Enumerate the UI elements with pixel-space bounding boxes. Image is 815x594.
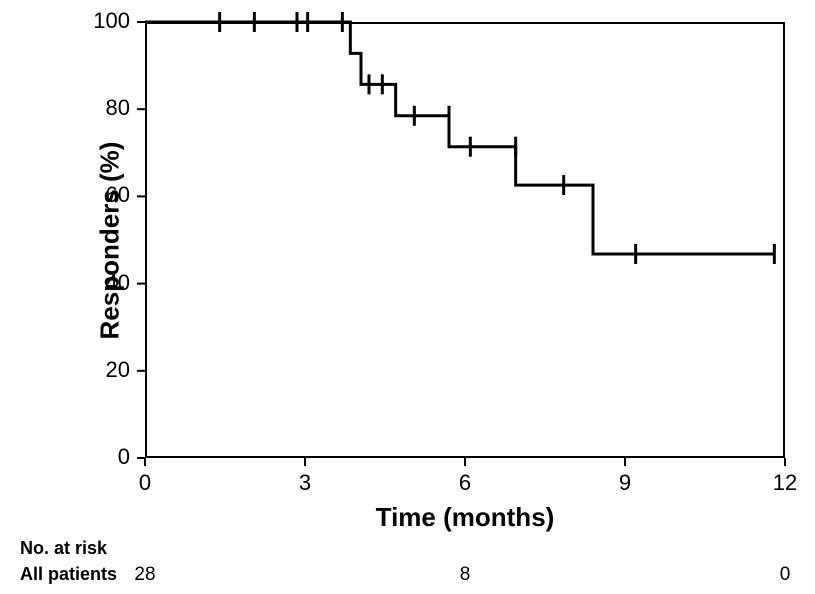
x-axis-label: Time (months) [365,502,565,533]
x-tick-label: 3 [285,470,325,496]
x-tick-label: 6 [445,470,485,496]
risk-value: 8 [445,564,485,586]
risk-row-label-1: No. at risk [20,538,107,559]
x-tick-label: 9 [605,470,645,496]
km-chart: Responders (%) Time (months) No. at risk… [0,0,815,594]
y-tick-label: 20 [85,357,130,383]
y-tick-label: 40 [85,270,130,296]
x-tick-label: 0 [125,470,165,496]
y-axis-label: Responders (%) [95,141,126,341]
y-tick-label: 60 [85,182,130,208]
x-tick-label: 12 [765,470,805,496]
y-tick-label: 100 [85,8,130,34]
risk-row-label-2: All patients [20,564,117,585]
km-step-line [145,22,774,254]
risk-value: 28 [125,564,165,586]
risk-value: 0 [765,564,805,586]
y-tick-label: 80 [85,95,130,121]
y-tick-label: 0 [85,444,130,470]
